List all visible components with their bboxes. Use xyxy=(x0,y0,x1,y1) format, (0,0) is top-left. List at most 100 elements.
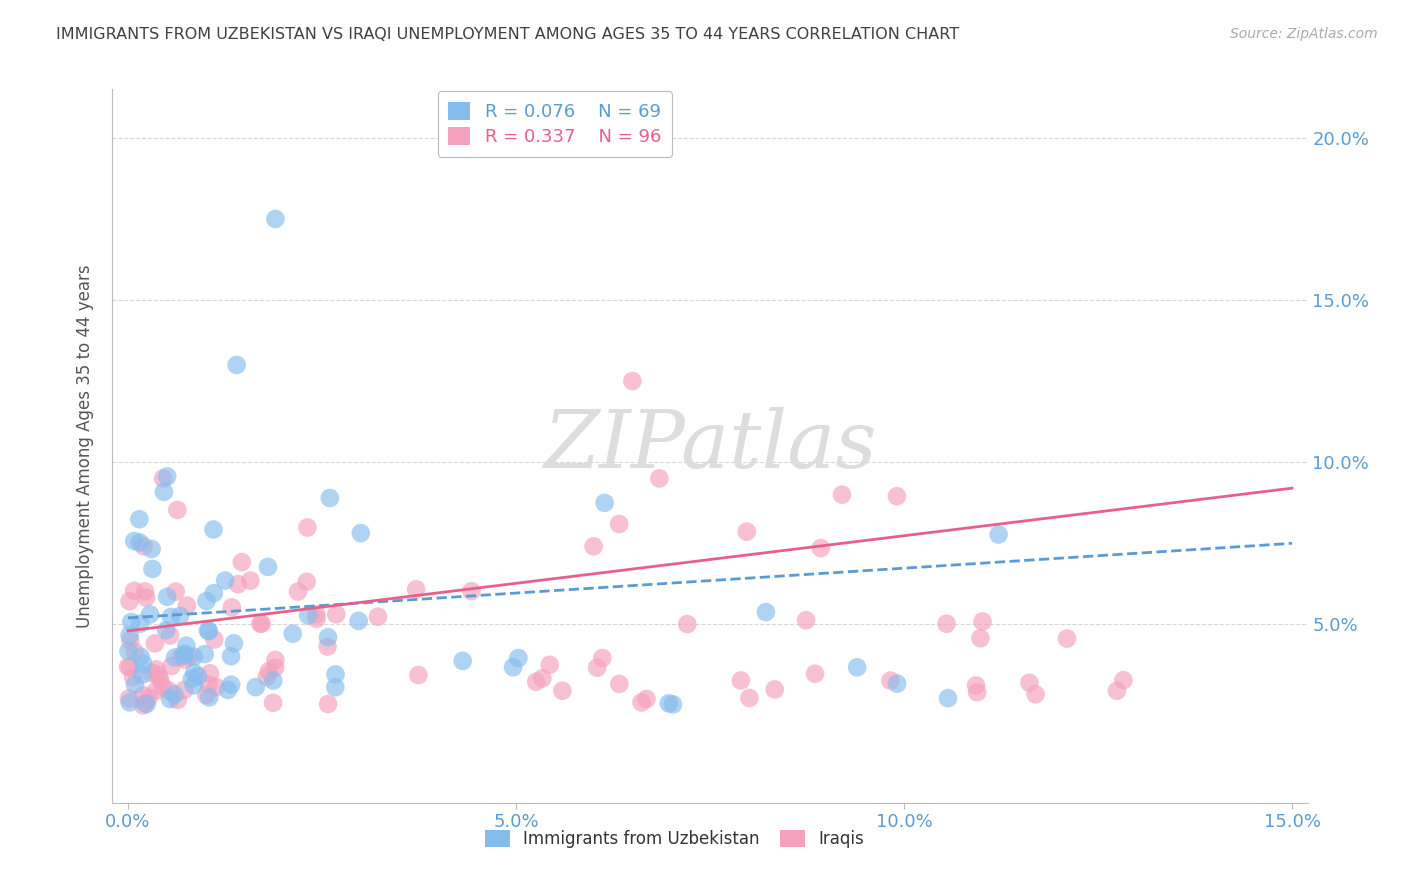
Point xyxy=(124,678,146,692)
Point xyxy=(173,647,195,661)
Point xyxy=(245,680,267,694)
Point xyxy=(197,677,219,691)
Point xyxy=(231,555,253,569)
Point xyxy=(197,624,219,638)
Point xyxy=(264,211,287,226)
Point xyxy=(591,651,613,665)
Point xyxy=(593,496,616,510)
Text: ZIPatlas: ZIPatlas xyxy=(543,408,877,484)
Point xyxy=(316,640,339,654)
Point xyxy=(586,660,609,674)
Point xyxy=(205,680,228,694)
Point xyxy=(804,666,827,681)
Point xyxy=(129,649,152,664)
Point xyxy=(295,574,318,589)
Point xyxy=(281,626,304,640)
Point xyxy=(262,673,284,688)
Text: IMMIGRANTS FROM UZBEKISTAN VS IRAQI UNEMPLOYMENT AMONG AGES 35 TO 44 YEARS CORRE: IMMIGRANTS FROM UZBEKISTAN VS IRAQI UNEM… xyxy=(56,27,959,42)
Point xyxy=(132,539,155,553)
Point xyxy=(966,685,988,699)
Point xyxy=(846,660,869,674)
Point xyxy=(257,664,280,678)
Point xyxy=(1112,673,1135,688)
Point xyxy=(405,582,427,597)
Point xyxy=(180,672,202,686)
Point xyxy=(157,683,180,698)
Point xyxy=(117,644,139,658)
Point xyxy=(131,667,153,681)
Point xyxy=(148,668,170,682)
Point xyxy=(508,651,530,665)
Point xyxy=(173,682,195,697)
Point xyxy=(582,539,605,553)
Point xyxy=(122,670,145,684)
Point xyxy=(170,650,193,665)
Point xyxy=(118,691,141,706)
Point xyxy=(195,594,218,608)
Y-axis label: Unemployment Among Ages 35 to 44 years: Unemployment Among Ages 35 to 44 years xyxy=(76,264,94,628)
Point xyxy=(239,574,262,588)
Point xyxy=(152,471,174,485)
Point xyxy=(323,680,346,694)
Point xyxy=(222,636,245,650)
Point xyxy=(264,653,287,667)
Point xyxy=(460,584,482,599)
Point xyxy=(159,692,181,706)
Point xyxy=(118,594,141,608)
Point xyxy=(166,693,188,707)
Point xyxy=(120,615,142,629)
Legend: Immigrants from Uzbekistan, Iraqis: Immigrants from Uzbekistan, Iraqis xyxy=(478,823,870,855)
Point xyxy=(524,674,547,689)
Point xyxy=(319,491,342,505)
Point xyxy=(262,696,284,710)
Point xyxy=(316,697,339,711)
Point xyxy=(176,599,198,613)
Point xyxy=(165,584,187,599)
Point xyxy=(297,520,319,534)
Point xyxy=(132,688,155,702)
Point xyxy=(408,668,430,682)
Point xyxy=(502,660,524,674)
Point xyxy=(145,663,167,677)
Point xyxy=(1105,683,1128,698)
Point xyxy=(810,541,832,555)
Point xyxy=(122,583,145,598)
Point xyxy=(256,670,278,684)
Point xyxy=(134,696,156,710)
Point xyxy=(305,612,328,626)
Point xyxy=(886,489,908,503)
Point xyxy=(173,652,195,666)
Point xyxy=(141,665,163,680)
Point xyxy=(153,484,176,499)
Point xyxy=(935,616,957,631)
Point xyxy=(195,688,218,702)
Point xyxy=(166,503,188,517)
Point xyxy=(250,616,273,631)
Point xyxy=(120,633,142,648)
Point xyxy=(156,590,179,604)
Point xyxy=(451,654,474,668)
Point xyxy=(325,607,347,622)
Point xyxy=(630,696,652,710)
Point xyxy=(202,523,225,537)
Point xyxy=(249,616,271,631)
Point xyxy=(145,683,167,698)
Point xyxy=(264,660,287,674)
Point xyxy=(607,677,630,691)
Point xyxy=(738,690,761,705)
Point xyxy=(163,688,186,702)
Point xyxy=(198,690,221,705)
Point xyxy=(165,650,187,665)
Point xyxy=(183,678,205,692)
Text: Source: ZipAtlas.com: Source: ZipAtlas.com xyxy=(1230,27,1378,41)
Point xyxy=(198,624,221,639)
Point xyxy=(305,607,328,622)
Point xyxy=(287,584,309,599)
Point xyxy=(658,696,681,710)
Point xyxy=(763,682,786,697)
Point xyxy=(117,659,139,673)
Point xyxy=(194,647,217,661)
Point xyxy=(831,488,853,502)
Point xyxy=(129,616,152,631)
Point xyxy=(879,673,901,688)
